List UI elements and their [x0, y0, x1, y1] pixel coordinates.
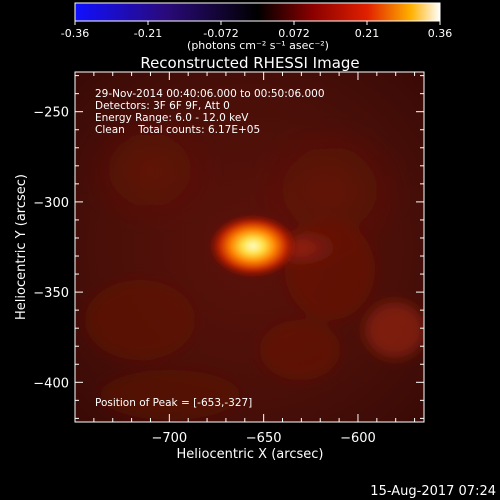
colorbar-tick-label: 0.072	[278, 27, 310, 40]
chart-title: Reconstructed RHESSI Image	[140, 54, 359, 72]
y-tick-label: −350	[33, 286, 69, 301]
annotation-energy: Energy Range: 6.0 - 12.0 keV	[95, 112, 249, 124]
plot-frame	[74, 71, 425, 423]
annotation-time-range: 29-Nov-2014 00:40:06.000 to 00:50:06.000	[95, 88, 325, 100]
annotation-clean-counts: Clean Total counts: 6.17E+05	[95, 124, 260, 136]
colorbar-tick-label: 0.36	[428, 27, 453, 40]
annotation-peak-position: Position of Peak = [-653,-327]	[95, 397, 252, 409]
x-axis-label: Heliocentric X (arcsec)	[177, 447, 324, 462]
colorbar	[75, 3, 440, 21]
y-tick-label: −400	[33, 376, 69, 391]
x-tick-label: −700	[151, 431, 187, 446]
colorbar-tick-label: -0.072	[203, 27, 238, 40]
colorbar-tick-label: -0.36	[61, 27, 89, 40]
y-axis: −250 −300 −350 −400	[33, 75, 424, 419]
footer-timestamp: 15-Aug-2017 07:24	[370, 484, 496, 499]
heatmap-image	[75, 72, 424, 422]
flare-source	[208, 214, 298, 278]
colorbar-unit-label: (photons cm⁻² s⁻¹ asec⁻²)	[187, 39, 329, 52]
annotation-detectors: Detectors: 3F 6F 9F, Att 0	[95, 100, 230, 112]
colorbar-frame	[74, 2, 441, 22]
colorbar-ticks: -0.36 -0.21 -0.072 0.072 0.21 0.36	[61, 21, 452, 40]
y-axis-label: Heliocentric Y (arcsec)	[14, 174, 29, 320]
colorbar-tick-label: 0.21	[355, 27, 380, 40]
y-tick-label: −300	[33, 196, 69, 211]
x-axis: −700 −650 −600	[93, 72, 416, 446]
colorbar-tick-label: -0.21	[134, 27, 162, 40]
y-tick-label: −250	[33, 106, 69, 121]
x-tick-label: −600	[340, 431, 376, 446]
x-tick-label: −650	[246, 431, 282, 446]
